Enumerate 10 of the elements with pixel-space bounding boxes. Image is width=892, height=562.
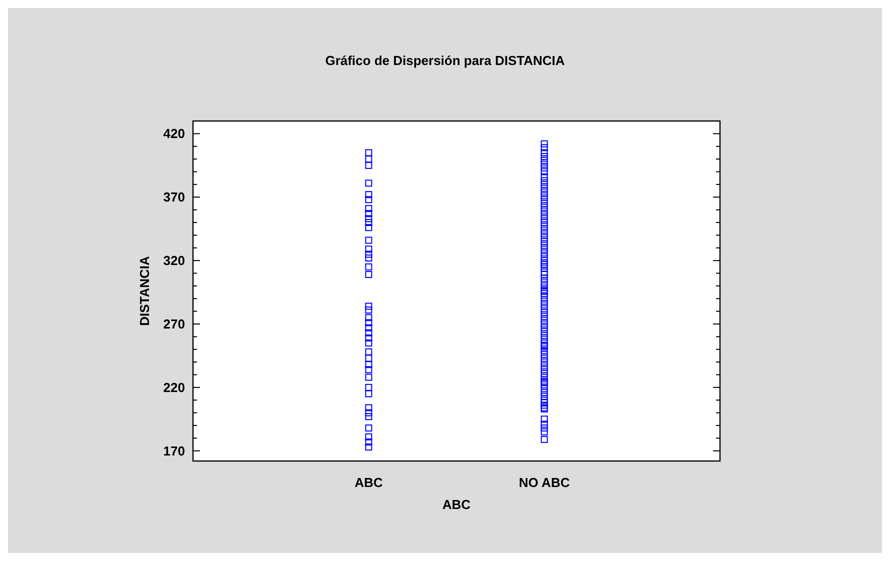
y-tick-label: 320 [163, 253, 185, 268]
y-tick-label: 220 [163, 380, 185, 395]
chart-title: Gráfico de Dispersión para DISTANCIA [325, 53, 566, 68]
y-tick-label: 270 [163, 316, 185, 332]
y-tick-label: 420 [163, 126, 185, 142]
x-axis-title: ABC [442, 497, 472, 512]
y-tick-label: 170 [163, 443, 185, 458]
y-tick-label: 370 [163, 190, 185, 205]
y-axis-title: DISTANCIA [137, 255, 152, 326]
x-tick-label: NO ABC [518, 475, 570, 490]
